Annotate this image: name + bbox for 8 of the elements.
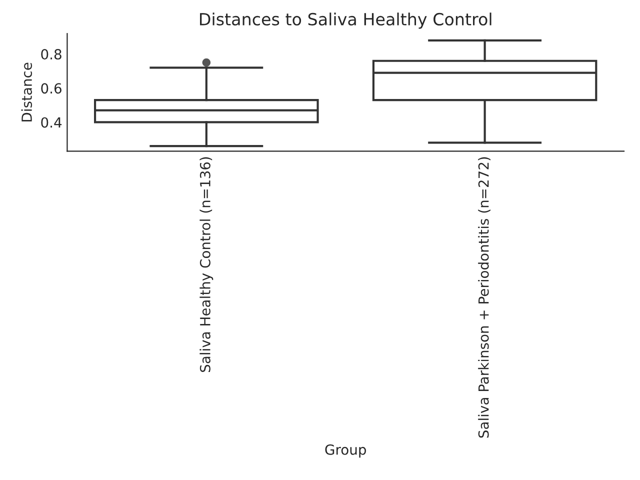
x-tick-label: Saliva Healthy Control (n=136): [200, 157, 214, 372]
x-tick-label: Saliva Parkinson + Periodontitis (n=272): [478, 157, 490, 438]
y-axis-title: Distance: [21, 62, 32, 122]
x-axis-title: Group: [325, 444, 366, 458]
y-tick-label: 0.4: [41, 117, 62, 128]
y-tick-label: 0.6: [41, 83, 62, 94]
chart-title: Distances to Saliva Healthy Control: [200, 12, 492, 29]
y-tick-label: 0.8: [41, 49, 62, 60]
